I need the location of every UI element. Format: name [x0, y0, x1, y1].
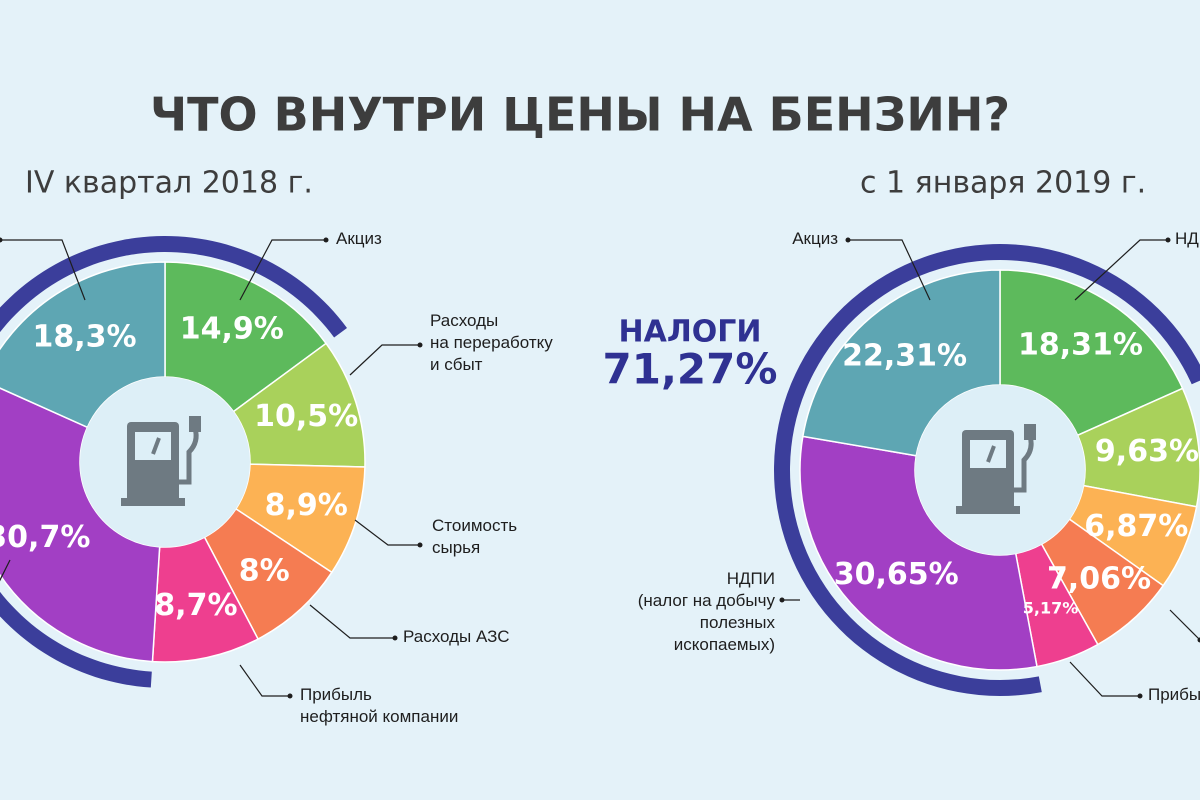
callout-line [848, 239, 931, 301]
callout-line [239, 239, 326, 301]
callout-dot [779, 597, 785, 603]
pump-base [956, 506, 1020, 514]
pump-needle [151, 437, 161, 455]
callout-dot [417, 542, 423, 548]
segment-label: 8,7% [154, 588, 237, 623]
segment-label: 8,9% [265, 488, 348, 523]
pump-base [121, 498, 185, 506]
category-label: Акциз [336, 229, 382, 248]
category-label: НДПИ (налог на добычу полезных ископаемых) [638, 569, 776, 654]
callout-line [239, 664, 290, 697]
callout-dot [845, 237, 851, 243]
subtitle: IV квартал 2018 г. [25, 166, 313, 201]
pump-nozzle [189, 416, 201, 432]
callout-dot [1197, 637, 1200, 643]
category-label: Расходы на переработку и сбыт [430, 311, 553, 374]
subtitle: с 1 января 2019 г. [860, 166, 1146, 201]
callout-dot [287, 693, 293, 699]
callout-dot [1137, 693, 1143, 699]
callout-dot [417, 342, 423, 348]
segment-label: 30,65% [834, 557, 959, 592]
pump-window [135, 432, 171, 460]
callout-line [1169, 609, 1200, 641]
taxes-value: 71,27% [603, 345, 778, 394]
callout-line [349, 344, 420, 376]
category-label: НД [1175, 229, 1199, 248]
segment-label: 7,06% [1047, 562, 1151, 597]
category-label: Прибыль нефтяной компании [300, 685, 458, 726]
segment-label: 10,5% [254, 399, 358, 434]
callout-dot [392, 635, 398, 641]
segment-label: 18,3% [32, 319, 136, 354]
category-label: Прибы [1148, 685, 1200, 704]
segment-label: 22,31% [842, 338, 967, 373]
callout-dot [323, 237, 329, 243]
callout-dot [0, 237, 3, 243]
category-label: Акциз [792, 229, 838, 248]
taxes-ring [0, 236, 347, 688]
pump-window [970, 440, 1006, 468]
segment-label: 6,87% [1084, 509, 1188, 544]
segment-label: 30,7% [0, 520, 90, 555]
callout-line [1069, 661, 1140, 697]
category-label: Стоимость сырья [432, 516, 517, 557]
segment-label: 5,17% [1023, 599, 1079, 618]
callout-line [309, 604, 395, 639]
segment-label: 8% [239, 553, 290, 588]
pump-nozzle [1024, 424, 1036, 440]
callout-line [1074, 239, 1168, 301]
segment-label: 14,9% [180, 311, 284, 346]
title: ЧТО ВНУТРИ ЦЕНЫ НА БЕНЗИН? [150, 88, 1010, 142]
segment-label: 18,31% [1018, 327, 1143, 362]
callout-line [354, 519, 420, 546]
taxes-title: НАЛОГИ [619, 315, 762, 350]
pump-needle [986, 445, 996, 463]
callout-line [0, 559, 11, 582]
callout-dot [1165, 237, 1171, 243]
callout-line [0, 239, 86, 301]
category-label: Расходы АЗС [403, 627, 509, 646]
segment-label: 9,63% [1095, 434, 1199, 469]
